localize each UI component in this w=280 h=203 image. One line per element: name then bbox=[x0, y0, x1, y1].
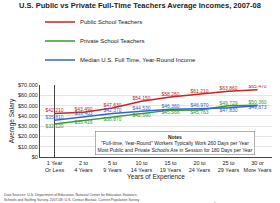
svg-text:$39,403: $39,403 bbox=[74, 110, 92, 116]
svg-text:30 orMore Years: 30 orMore Years bbox=[244, 160, 272, 173]
svg-text:$47,830: $47,830 bbox=[219, 107, 237, 113]
svg-text:$60,000: $60,000 bbox=[18, 92, 38, 98]
svg-text:Years of Experience: Years of Experience bbox=[127, 173, 185, 181]
svg-text:© Political Calculations 2011: © Political Calculations 2011 bbox=[213, 202, 276, 203]
svg-text:2 to4 Years: 2 to4 Years bbox=[74, 160, 93, 173]
svg-text:$65,470: $65,470 bbox=[248, 85, 266, 89]
svg-text:$45,763: $45,763 bbox=[190, 109, 208, 115]
svg-text:$20,000: $20,000 bbox=[18, 133, 38, 139]
svg-text:$44,530: $44,530 bbox=[132, 105, 150, 111]
svg-text:$35,810: $35,810 bbox=[45, 114, 63, 120]
svg-text:5 to9 Years: 5 to9 Years bbox=[103, 160, 122, 173]
svg-text:$30,000: $30,000 bbox=[18, 123, 38, 129]
svg-text:$49,873: $49,873 bbox=[248, 104, 266, 110]
svg-text:Private School Teachers: Private School Teachers bbox=[80, 38, 145, 44]
svg-text:$63,860: $63,860 bbox=[219, 85, 237, 91]
svg-text:$35,416: $35,416 bbox=[74, 119, 92, 125]
svg-text:$10,000: $10,000 bbox=[18, 144, 38, 150]
svg-text:$50,360: $50,360 bbox=[248, 99, 266, 105]
svg-text:15 to19 Years: 15 to19 Years bbox=[160, 160, 182, 173]
svg-text:$0: $0 bbox=[32, 154, 38, 160]
svg-text:$45,566: $45,566 bbox=[161, 109, 179, 115]
svg-text:20 to24 Years: 20 to24 Years bbox=[189, 160, 211, 173]
svg-text:U.S. Public vs Private Full-Ti: U.S. Public vs Private Full-Time Teacher… bbox=[19, 1, 261, 10]
svg-text:$54,150: $54,150 bbox=[132, 95, 150, 101]
svg-text:$42,370: $42,370 bbox=[103, 107, 121, 113]
svg-text:$46,360: $46,360 bbox=[161, 103, 179, 109]
svg-text:$49,729: $49,729 bbox=[219, 100, 237, 106]
svg-text:Public School Teachers: Public School Teachers bbox=[80, 19, 142, 25]
svg-text:Average Salary: Average Salary bbox=[8, 98, 16, 143]
svg-text:Data Sources: U.S. Department: Data Sources: U.S. Department of Educati… bbox=[4, 193, 140, 202]
svg-text:Median U.S. Full Time, Year-Ro: Median U.S. Full Time, Year-Round Income bbox=[80, 57, 196, 63]
svg-text:$43,490: $43,490 bbox=[74, 106, 92, 112]
svg-text:$40,000: $40,000 bbox=[18, 113, 38, 119]
svg-text:$47,630: $47,630 bbox=[103, 102, 121, 108]
svg-text:$42,590: $42,590 bbox=[132, 112, 150, 118]
svg-text:$61,210: $61,210 bbox=[190, 88, 208, 94]
svg-text:$70,000: $70,000 bbox=[18, 82, 38, 88]
svg-text:$32,120: $32,120 bbox=[45, 123, 63, 129]
svg-text:$42,210: $42,210 bbox=[45, 107, 63, 113]
svg-text:Notes"Full-time, Year-Round" W: Notes"Full-time, Year-Round" Workers Typ… bbox=[98, 134, 253, 153]
svg-text:$50,000: $50,000 bbox=[18, 102, 38, 108]
svg-text:25 to29 Years: 25 to29 Years bbox=[218, 160, 240, 173]
svg-text:1 YearOr Less: 1 YearOr Less bbox=[45, 160, 65, 173]
svg-text:10 to14 Years: 10 to14 Years bbox=[131, 160, 153, 173]
svg-text:$58,260: $58,260 bbox=[161, 91, 179, 97]
svg-text:$38,870: $38,870 bbox=[103, 116, 121, 122]
svg-text:$46,970: $46,970 bbox=[190, 102, 208, 108]
